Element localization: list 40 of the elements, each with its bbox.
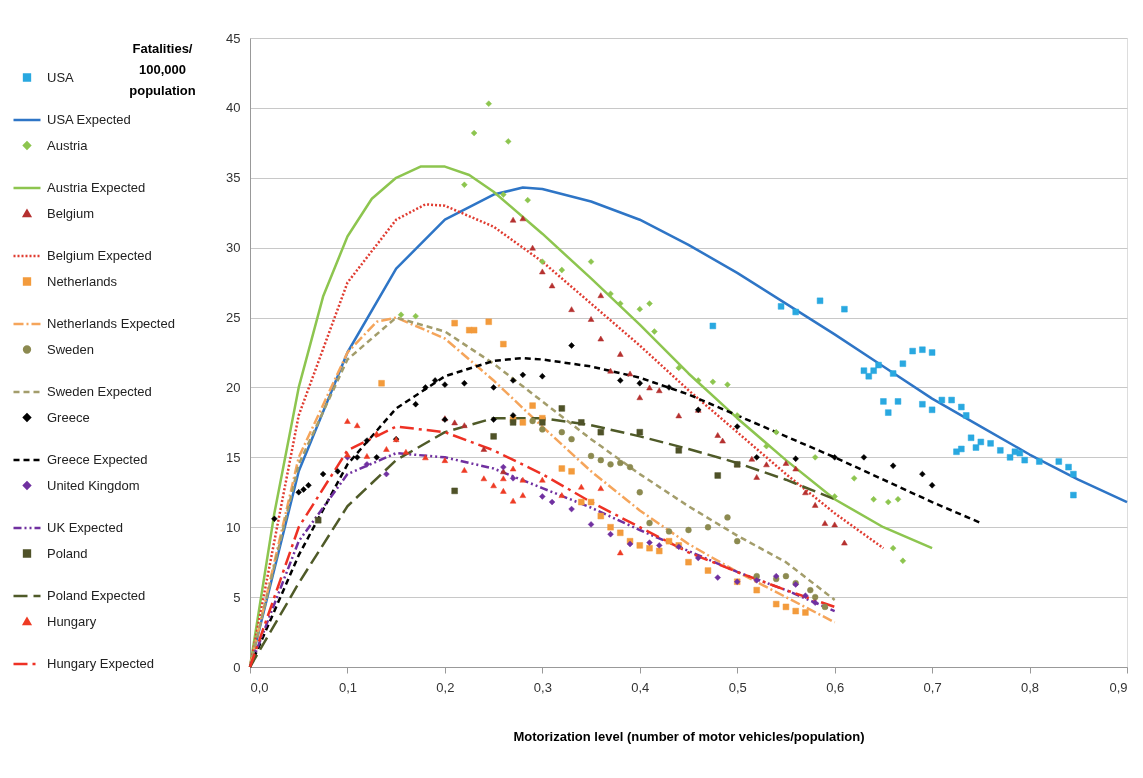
y-tick-label: 45 — [226, 30, 241, 46]
y-tick-label: 30 — [226, 240, 241, 256]
legend-label: UK Expected — [47, 520, 123, 535]
legend-label: USA — [47, 69, 75, 85]
x-tick-label: 0,3 — [533, 679, 552, 695]
legend-label: Belgium Expected — [47, 248, 152, 263]
y-tick-label: 15 — [226, 449, 241, 465]
legend-label: Greece Expected — [47, 452, 148, 467]
x-tick-label: 0,8 — [1021, 679, 1040, 695]
legend-label: Sweden Expected — [47, 384, 152, 399]
legend-label: Poland — [47, 545, 88, 561]
x-tick-label: 0,6 — [826, 679, 845, 695]
y-tick-label: 40 — [226, 100, 241, 116]
y-tick-label: 35 — [226, 170, 241, 186]
x-tick-label: 0,4 — [631, 679, 650, 695]
x-tick-label: 0,0 — [250, 679, 269, 695]
x-tick-label: 0,9 — [1109, 679, 1128, 695]
x-tick-label: 0,7 — [923, 679, 942, 695]
legend-label: Sweden — [47, 341, 94, 357]
legend-label: Hungary Expected — [47, 656, 154, 671]
y-tick-label: 0 — [233, 659, 241, 675]
legend-label: Netherlands Expected — [47, 316, 175, 331]
legend-label: Belgium — [47, 205, 94, 221]
legend-label: Austria Expected — [47, 180, 146, 195]
x-tick-label: 0,5 — [728, 679, 747, 695]
legend-label: United Kingdom — [47, 477, 140, 493]
legend-label: Greece — [47, 409, 90, 425]
x-axis-title: Motorization level (number of motor vehicles/population) — [513, 728, 865, 744]
legend-label: Austria — [47, 137, 89, 153]
legend-label: USA Expected — [47, 112, 131, 127]
x-tick-label: 0,1 — [338, 679, 357, 695]
y-tick-label: 20 — [226, 379, 241, 395]
y-tick-label: 5 — [233, 589, 241, 605]
legend-label: Poland Expected — [47, 588, 146, 603]
legend-label: Hungary — [47, 613, 97, 629]
y-axis-title: Fatalities/ 100,000 population — [129, 40, 196, 98]
x-tick-label: 0,2 — [436, 679, 455, 695]
legend-label: Netherlands — [47, 273, 118, 289]
y-tick-label: 25 — [226, 310, 241, 326]
y-tick-label: 10 — [226, 519, 241, 535]
